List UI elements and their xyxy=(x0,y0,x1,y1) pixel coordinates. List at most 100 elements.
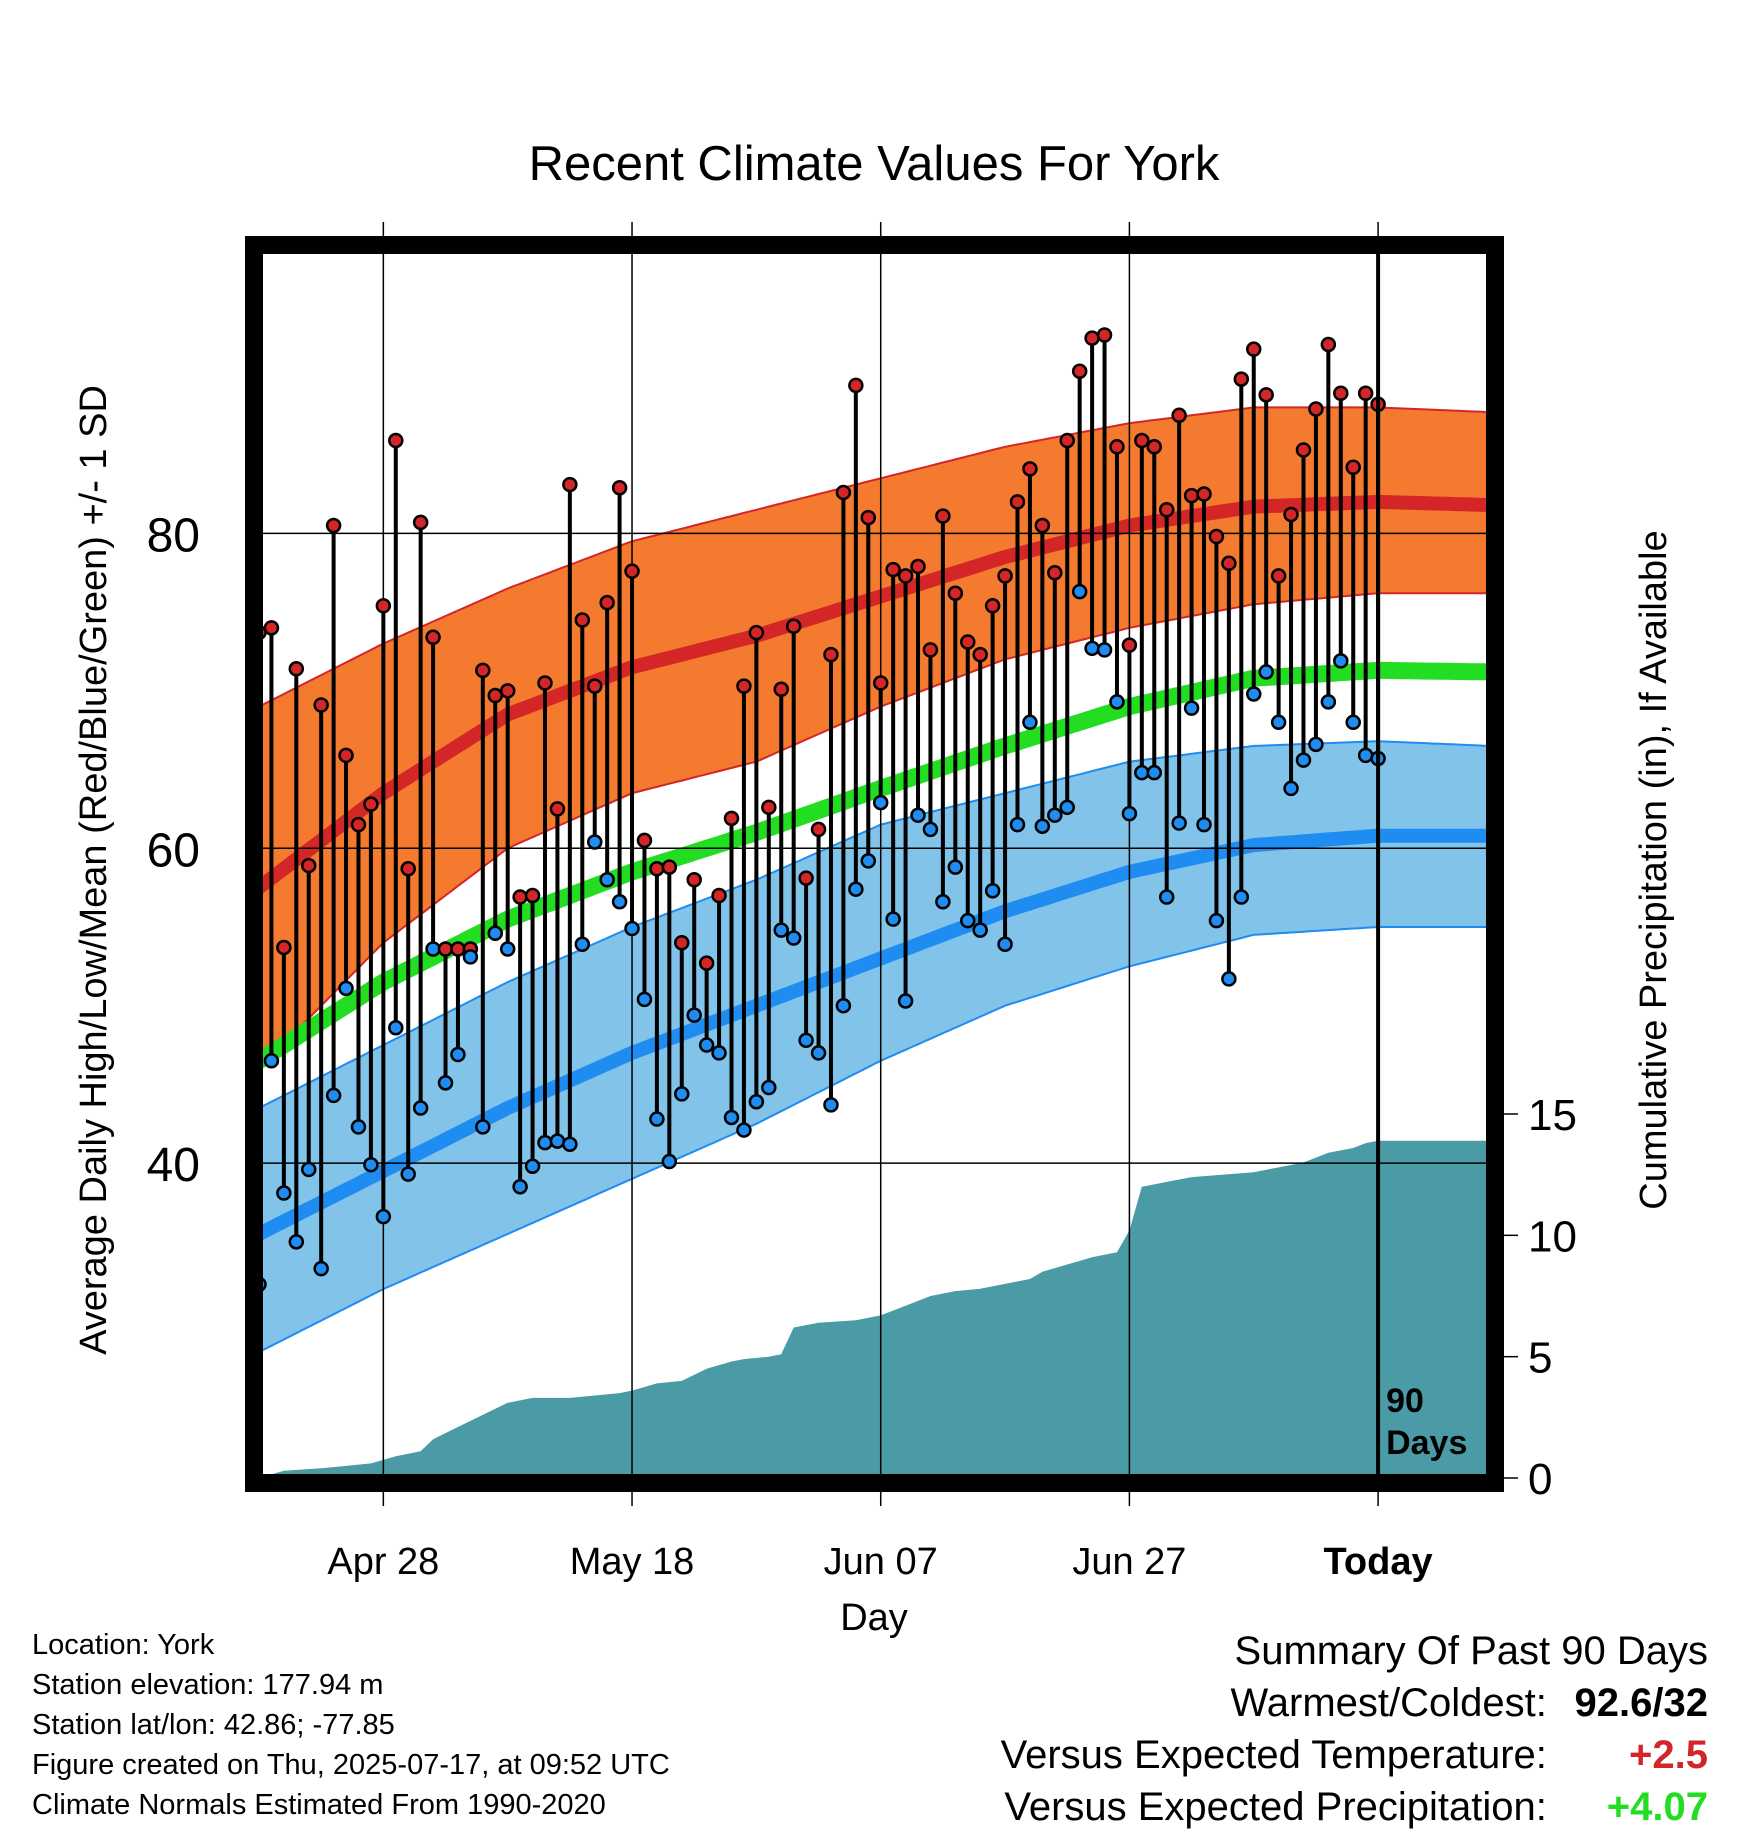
daily-high-point xyxy=(823,646,839,663)
daily-high-point xyxy=(1233,371,1250,387)
daily-high-point xyxy=(611,479,628,496)
daily-high-point xyxy=(1096,327,1113,343)
daily-low-point xyxy=(1308,736,1324,753)
daily-low-point xyxy=(487,925,504,942)
daily-low-point xyxy=(1009,816,1026,833)
daily-high-point xyxy=(388,432,404,449)
daily-low-point xyxy=(761,1079,777,1096)
chart-title: Recent Climate Values For York xyxy=(529,137,1220,191)
plot-area: 90 Days xyxy=(259,250,1490,1478)
daily-high-point xyxy=(897,568,914,584)
summary-warmest-row: Warmest/Coldest: 92.6/32 xyxy=(1001,1677,1709,1729)
daily-high-point xyxy=(1109,439,1125,455)
precip-anomaly-value: +4.07 xyxy=(1606,1785,1708,1829)
y-tick-label: 60 xyxy=(147,824,200,877)
daily-high-point xyxy=(1258,387,1274,403)
daily-low-point xyxy=(1034,818,1051,834)
temp-anomaly-label: Versus Expected Temperature: xyxy=(1000,1733,1547,1777)
plot-frame xyxy=(245,236,1504,1492)
daily-high-point xyxy=(1059,432,1075,449)
daily-low-point xyxy=(313,1260,329,1277)
y-tick-label: 40 xyxy=(147,1139,200,1192)
daily-high-point xyxy=(350,816,367,833)
daily-high-point xyxy=(872,675,889,691)
daily-high-point xyxy=(947,585,964,601)
daily-low-point xyxy=(698,1037,715,1053)
daily-low-point xyxy=(835,997,852,1014)
daily-low-point xyxy=(1158,889,1175,905)
daily-high-point xyxy=(300,857,317,874)
daily-high-point xyxy=(997,568,1013,584)
daily-high-point xyxy=(674,934,690,951)
daily-high-point xyxy=(910,558,926,575)
daily-high-point xyxy=(1283,506,1299,523)
daily-high-point xyxy=(848,377,864,394)
daily-low-point xyxy=(1233,889,1250,905)
daily-low-point xyxy=(499,941,516,957)
daily-low-point xyxy=(537,1134,553,1151)
daily-low-point xyxy=(897,993,914,1009)
daily-high-point xyxy=(960,634,976,650)
daily-low-point xyxy=(1283,780,1299,797)
daily-low-point xyxy=(586,834,603,850)
precip-anomaly-label: Versus Expected Precipitation: xyxy=(1004,1785,1547,1829)
daily-high-point xyxy=(860,509,877,526)
daily-high-point xyxy=(636,832,653,849)
daily-low-point xyxy=(885,911,901,927)
daily-low-point xyxy=(922,821,939,838)
daily-high-point xyxy=(450,941,466,957)
daily-low-point xyxy=(524,1158,541,1175)
daily-high-point xyxy=(1183,487,1200,504)
daily-high-point xyxy=(922,642,939,658)
daily-high-point xyxy=(748,624,765,641)
precip-tick-label: 5 xyxy=(1528,1334,1552,1383)
daily-high-point xyxy=(761,799,777,816)
daily-low-point xyxy=(1245,686,1262,702)
location-text: Location: York xyxy=(32,1629,215,1661)
daily-high-point xyxy=(574,612,591,628)
daily-high-point xyxy=(1134,432,1150,449)
daily-low-point xyxy=(773,922,789,938)
high-sd-band xyxy=(259,406,1490,1071)
daily-low-point xyxy=(798,1032,814,1049)
daily-low-point xyxy=(363,1156,379,1173)
daily-high-point xyxy=(1158,502,1175,518)
daily-low-point xyxy=(1196,816,1212,833)
daily-low-point xyxy=(388,1019,404,1036)
precip-tick-label: 15 xyxy=(1528,1091,1577,1140)
daily-low-point xyxy=(972,922,988,938)
x-axis-label: Day xyxy=(840,1597,908,1639)
daily-low-point xyxy=(1295,752,1312,768)
axes: 40 60 80 0 5 10 15 Apr 28 May 18 Jun 07 Jun 27 Toda… xyxy=(147,222,1577,1583)
daily-high-point xyxy=(723,810,740,827)
normals-text: Climate Normals Estimated From 1990-2020 xyxy=(32,1789,606,1821)
normal-low-line xyxy=(259,828,1490,1241)
daily-low-point xyxy=(636,991,653,1008)
daily-high-point xyxy=(512,889,528,905)
daily-low-point xyxy=(412,1100,429,1116)
daily-low-point xyxy=(425,941,441,957)
summary-panel: Summary Of Past 90 Days Warmest/Coldest:… xyxy=(1001,1625,1708,1833)
daily-high-point xyxy=(1295,442,1312,458)
daily-high-point xyxy=(363,796,379,812)
daily-low-point xyxy=(1258,664,1274,680)
warmest-value: 92.6/32 xyxy=(1574,1681,1708,1725)
daily-high-point xyxy=(1345,459,1361,476)
daily-low-point xyxy=(400,1166,416,1182)
daily-high-point xyxy=(711,887,727,904)
x-tick-label: Today xyxy=(1324,1541,1433,1583)
daily-low-point xyxy=(649,1111,665,1127)
daily-high-point xyxy=(736,678,752,694)
daily-low-point xyxy=(1047,807,1063,823)
daily-high-point xyxy=(475,662,491,679)
daily-low-point xyxy=(748,1093,765,1110)
daily-high-point xyxy=(1245,341,1262,357)
daily-low-point xyxy=(512,1178,528,1195)
daily-low-point xyxy=(935,894,951,910)
daily-high-point xyxy=(1071,363,1088,379)
daily-high-point xyxy=(972,646,988,663)
created-text: Figure created on Thu, 2025-07-17, at 09… xyxy=(32,1749,670,1781)
daily-high-point xyxy=(599,594,615,611)
daily-low-point xyxy=(300,1161,317,1178)
daily-low-point xyxy=(1084,640,1100,657)
